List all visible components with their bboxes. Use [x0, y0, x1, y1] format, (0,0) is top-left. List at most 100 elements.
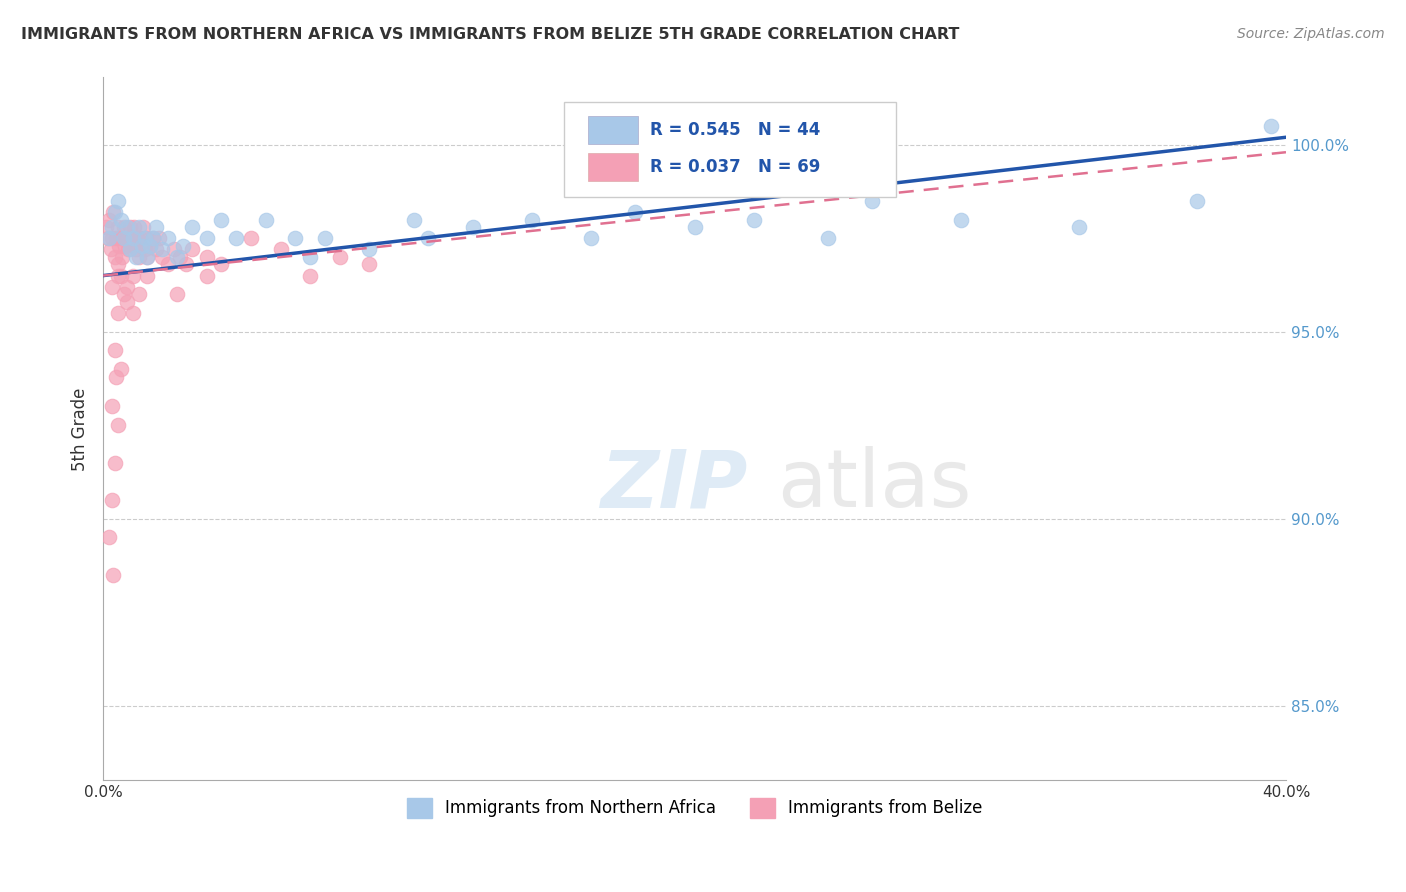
Point: [1260, 119, 1282, 133]
Point: [949, 212, 972, 227]
Point: [115, 294, 138, 309]
Point: [169, 250, 191, 264]
Point: [105, 231, 128, 245]
FancyBboxPatch shape: [588, 153, 638, 181]
Point: [174, 257, 197, 271]
Point: [108, 238, 131, 252]
FancyBboxPatch shape: [564, 102, 896, 197]
Point: [742, 212, 765, 227]
Point: [209, 212, 232, 227]
Point: [166, 287, 188, 301]
Point: [101, 280, 124, 294]
Point: [145, 219, 167, 234]
Point: [107, 268, 129, 283]
Legend: Immigrants from Northern Africa, Immigrants from Belize: Immigrants from Northern Africa, Immigra…: [401, 791, 988, 825]
Point: [107, 306, 129, 320]
Point: [128, 287, 150, 301]
Point: [107, 194, 129, 208]
Text: Source: ZipAtlas.com: Source: ZipAtlas.com: [1237, 27, 1385, 41]
Point: [135, 231, 157, 245]
Point: [157, 257, 180, 271]
Point: [139, 238, 162, 252]
Point: [98, 212, 121, 227]
Point: [1067, 219, 1090, 234]
Point: [101, 492, 124, 507]
Point: [131, 238, 153, 252]
Point: [100, 243, 122, 257]
Point: [150, 243, 173, 257]
Point: [359, 257, 381, 271]
Point: [118, 243, 141, 257]
Point: [139, 238, 162, 252]
Point: [128, 219, 150, 234]
Point: [132, 219, 155, 234]
Point: [128, 250, 150, 264]
Text: atlas: atlas: [778, 446, 972, 524]
Point: [121, 268, 143, 283]
Text: ZIP: ZIP: [600, 446, 748, 524]
Point: [329, 250, 352, 264]
Point: [103, 205, 125, 219]
Point: [112, 287, 135, 301]
Point: [817, 231, 839, 245]
Point: [1187, 194, 1209, 208]
Point: [129, 231, 152, 245]
Point: [172, 238, 194, 252]
Point: [94, 219, 117, 234]
FancyBboxPatch shape: [588, 116, 638, 145]
Point: [121, 238, 143, 252]
Point: [314, 231, 336, 245]
Point: [115, 280, 138, 294]
Point: [299, 250, 322, 264]
Point: [624, 205, 647, 219]
Point: [118, 219, 141, 234]
Point: [110, 212, 132, 227]
Point: [114, 238, 136, 252]
Point: [107, 219, 129, 234]
Point: [121, 231, 143, 245]
Point: [101, 231, 124, 245]
Point: [131, 238, 153, 252]
Point: [101, 219, 124, 234]
Point: [121, 306, 143, 320]
Point: [124, 243, 146, 257]
Point: [97, 231, 120, 245]
Point: [110, 362, 132, 376]
Point: [104, 250, 127, 264]
Point: [107, 418, 129, 433]
Point: [418, 231, 440, 245]
Point: [98, 530, 121, 544]
Y-axis label: 5th Grade: 5th Grade: [72, 387, 89, 471]
Point: [240, 231, 263, 245]
Point: [112, 219, 135, 234]
Point: [104, 205, 127, 219]
Point: [111, 250, 134, 264]
Point: [101, 400, 124, 414]
Point: [115, 219, 138, 234]
Point: [157, 231, 180, 245]
Point: [225, 231, 247, 245]
Text: R = 0.037   N = 69: R = 0.037 N = 69: [650, 158, 820, 176]
Point: [148, 231, 170, 245]
Text: IMMIGRANTS FROM NORTHERN AFRICA VS IMMIGRANTS FROM BELIZE 5TH GRADE CORRELATION : IMMIGRANTS FROM NORTHERN AFRICA VS IMMIG…: [21, 27, 959, 42]
Point: [195, 250, 218, 264]
Point: [270, 243, 292, 257]
Point: [683, 219, 706, 234]
Point: [136, 268, 159, 283]
Point: [461, 219, 484, 234]
Point: [180, 219, 202, 234]
Point: [359, 243, 381, 257]
Point: [103, 567, 125, 582]
Point: [209, 257, 232, 271]
Point: [402, 212, 425, 227]
Text: R = 0.545   N = 44: R = 0.545 N = 44: [650, 121, 820, 139]
Point: [115, 231, 138, 245]
Point: [127, 231, 149, 245]
Point: [150, 250, 173, 264]
Point: [98, 231, 121, 245]
Point: [195, 268, 218, 283]
Point: [254, 212, 277, 227]
Point: [520, 212, 543, 227]
Point: [107, 257, 129, 271]
Point: [110, 268, 132, 283]
